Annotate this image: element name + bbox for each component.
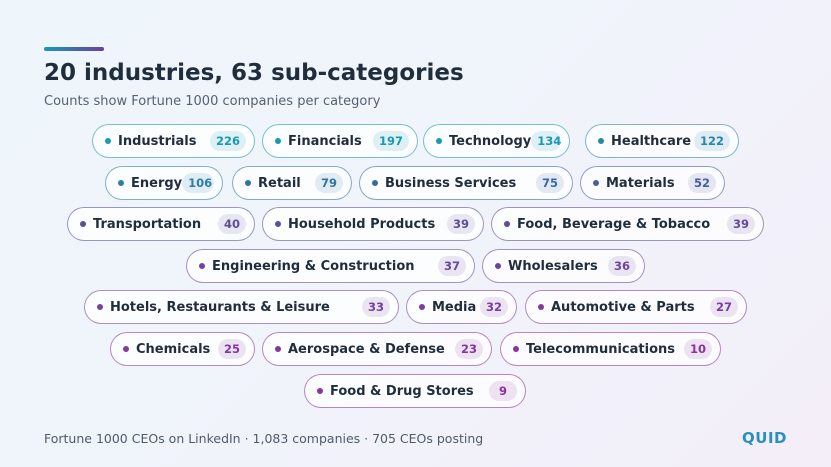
category-count-badge: 27 bbox=[709, 297, 738, 317]
category-label: Technology bbox=[449, 133, 532, 149]
category-dot-icon bbox=[275, 346, 281, 352]
category-dot-icon bbox=[504, 221, 510, 227]
category-count-badge: 37 bbox=[437, 256, 466, 276]
category-label: Business Services bbox=[385, 175, 517, 191]
category-dot-icon bbox=[97, 304, 103, 310]
page-title: 20 industries, 63 sub-categories bbox=[44, 60, 464, 86]
category-dot-icon bbox=[245, 180, 251, 186]
category-dot-icon bbox=[317, 388, 323, 394]
category-pill: Transportation 40 bbox=[67, 207, 255, 241]
category-label: Materials bbox=[606, 175, 675, 191]
category-label: Media bbox=[432, 299, 477, 315]
category-pill: Financials 197 bbox=[262, 124, 418, 158]
category-dot-icon bbox=[598, 138, 604, 144]
category-label: Automotive & Parts bbox=[551, 299, 695, 315]
category-count-badge: 32 bbox=[479, 297, 508, 317]
category-pill: Automotive & Parts 27 bbox=[525, 290, 747, 324]
category-label: Industrials bbox=[118, 133, 197, 149]
category-label: Financials bbox=[288, 133, 362, 149]
category-count-badge: 226 bbox=[209, 131, 246, 151]
category-pill: Food & Drug Stores 9 bbox=[304, 374, 526, 408]
category-pill: Energy 106 bbox=[105, 166, 223, 200]
category-pill: Retail 79 bbox=[232, 166, 352, 200]
category-dot-icon bbox=[118, 180, 124, 186]
category-count-badge: 40 bbox=[217, 214, 246, 234]
category-dot-icon bbox=[275, 221, 281, 227]
category-count-badge: 52 bbox=[687, 173, 716, 193]
category-count-badge: 106 bbox=[182, 173, 214, 193]
category-pill: Wholesalers 36 bbox=[482, 249, 645, 283]
category-count-badge: 10 bbox=[683, 339, 712, 359]
category-label: Hotels, Restaurants & Leisure bbox=[110, 299, 330, 315]
category-pill: Food, Beverage & Tobacco 39 bbox=[491, 207, 764, 241]
category-dot-icon bbox=[80, 221, 86, 227]
category-pill: Household Products 39 bbox=[262, 207, 484, 241]
category-dot-icon bbox=[436, 138, 442, 144]
category-pill: Telecommunications 10 bbox=[500, 332, 721, 366]
category-count-badge: 36 bbox=[607, 256, 636, 276]
category-count-badge: 122 bbox=[693, 131, 730, 151]
category-pill: Engineering & Construction 37 bbox=[186, 249, 475, 283]
category-count-badge: 197 bbox=[372, 131, 409, 151]
category-dot-icon bbox=[419, 304, 425, 310]
category-dot-icon bbox=[495, 263, 501, 269]
category-count-badge: 79 bbox=[314, 173, 343, 193]
category-pill: Chemicals 25 bbox=[110, 332, 255, 366]
category-pill: Hotels, Restaurants & Leisure 33 bbox=[84, 290, 399, 324]
category-label: Retail bbox=[258, 175, 301, 191]
footer-caption: Fortune 1000 CEOs on LinkedIn · 1,083 co… bbox=[44, 431, 484, 446]
category-dot-icon bbox=[372, 180, 378, 186]
category-count-badge: 25 bbox=[217, 339, 246, 359]
category-dot-icon bbox=[199, 263, 205, 269]
category-pill: Technology 134 bbox=[423, 124, 570, 158]
brand-logo: QUID bbox=[742, 429, 787, 447]
category-count-badge: 33 bbox=[361, 297, 390, 317]
category-pill: Media 32 bbox=[406, 290, 517, 324]
category-label: Engineering & Construction bbox=[212, 258, 415, 274]
category-count-badge: 134 bbox=[531, 131, 561, 151]
category-count-badge: 39 bbox=[446, 214, 475, 234]
category-pill: Business Services 75 bbox=[359, 166, 573, 200]
category-count-badge: 23 bbox=[454, 339, 483, 359]
page-subtitle: Counts show Fortune 1000 companies per c… bbox=[44, 94, 381, 109]
category-label: Household Products bbox=[288, 216, 436, 232]
category-dot-icon bbox=[538, 304, 544, 310]
category-label: Food & Drug Stores bbox=[330, 383, 474, 399]
category-pill: Materials 52 bbox=[580, 166, 725, 200]
category-label: Transportation bbox=[93, 216, 202, 232]
category-pill: Aerospace & Defense 23 bbox=[262, 332, 492, 366]
category-label: Wholesalers bbox=[508, 258, 598, 274]
category-count-badge: 9 bbox=[489, 381, 517, 401]
category-dot-icon bbox=[593, 180, 599, 186]
category-label: Chemicals bbox=[136, 341, 211, 357]
category-dot-icon bbox=[105, 138, 111, 144]
category-pill: Industrials 226 bbox=[92, 124, 255, 158]
category-count-badge: 75 bbox=[535, 173, 564, 193]
category-label: Aerospace & Defense bbox=[288, 341, 445, 357]
category-label: Energy bbox=[131, 175, 183, 191]
accent-bar bbox=[44, 47, 104, 51]
category-count-badge: 39 bbox=[726, 214, 755, 234]
category-label: Telecommunications bbox=[526, 341, 675, 357]
category-dot-icon bbox=[275, 138, 281, 144]
category-label: Food, Beverage & Tobacco bbox=[517, 216, 711, 232]
category-dot-icon bbox=[123, 346, 129, 352]
category-dot-icon bbox=[513, 346, 519, 352]
category-label: Healthcare bbox=[611, 133, 692, 149]
category-pill: Healthcare 122 bbox=[585, 124, 739, 158]
